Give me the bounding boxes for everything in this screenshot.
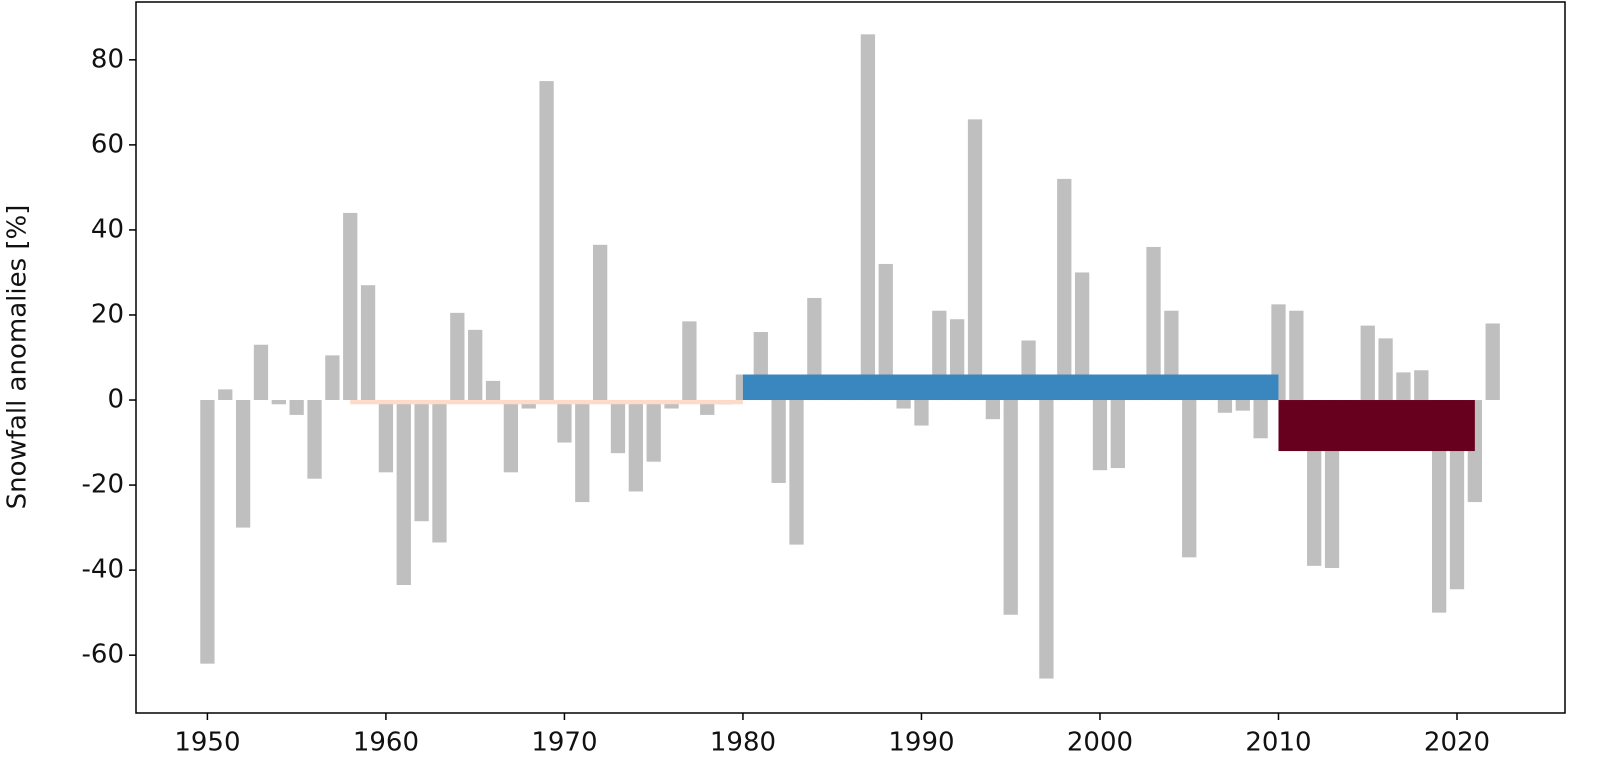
- bar: [914, 400, 929, 426]
- bar: [218, 389, 233, 401]
- x-tick-label: 2020: [1424, 728, 1490, 758]
- bar: [253, 344, 269, 401]
- x-tick-label: 1970: [531, 728, 597, 758]
- bar: [1289, 310, 1304, 401]
- y-tick-label: 40: [91, 214, 124, 244]
- x-tick-label: 1960: [353, 728, 419, 758]
- bar: [1396, 372, 1411, 401]
- bar: [967, 119, 983, 401]
- y-axis-label: Snowfall anomalies [%]: [3, 205, 33, 510]
- x-tick-label: 1990: [888, 728, 954, 758]
- bar: [1039, 400, 1054, 679]
- x-tick-label: 1980: [710, 728, 776, 758]
- y-tick-label: -40: [82, 555, 124, 585]
- bar: [468, 329, 483, 401]
- bar: [1074, 272, 1090, 401]
- bar: [860, 34, 876, 401]
- period-bar: [742, 374, 1279, 401]
- bar: [1432, 400, 1447, 613]
- bar: [485, 380, 501, 401]
- bar: [771, 400, 786, 483]
- bar: [1360, 325, 1375, 401]
- x-tick-label: 2010: [1245, 728, 1311, 758]
- bar: [1057, 178, 1072, 401]
- y-tick-label: 20: [91, 299, 124, 329]
- bar: [896, 400, 911, 409]
- bar: [1378, 338, 1393, 401]
- bar: [1182, 400, 1197, 558]
- y-tick-label: 80: [91, 44, 124, 74]
- bar: [1003, 400, 1018, 615]
- bar: [1414, 370, 1429, 401]
- bar: [307, 400, 322, 479]
- y-tick-label: -20: [82, 470, 124, 500]
- bar: [378, 400, 394, 473]
- bar: [450, 312, 465, 401]
- bar: [432, 400, 447, 543]
- bar: [557, 400, 572, 443]
- bar: [592, 244, 608, 401]
- period-bar: [350, 400, 743, 405]
- bar: [789, 400, 804, 545]
- bar: [628, 400, 643, 492]
- bar: [396, 400, 411, 586]
- bar: [235, 400, 251, 528]
- y-tick-label: -60: [82, 640, 124, 670]
- bar: [289, 400, 304, 415]
- bar: [325, 355, 340, 401]
- bar: [1485, 323, 1500, 401]
- bar: [878, 263, 893, 401]
- bar: [1092, 400, 1108, 471]
- bar: [539, 81, 554, 401]
- bar: [682, 321, 697, 401]
- y-tick-label: 0: [107, 385, 124, 415]
- bar: [1217, 400, 1233, 413]
- bar: [360, 285, 376, 401]
- y-tick-label: 60: [91, 129, 124, 159]
- bar: [610, 400, 626, 454]
- period-bar: [1278, 400, 1475, 452]
- bar: [1235, 400, 1250, 411]
- bar: [1146, 246, 1161, 401]
- bar: [271, 400, 286, 405]
- bar: [343, 212, 358, 401]
- bar: [503, 400, 519, 473]
- x-tick-label: 1950: [174, 728, 240, 758]
- bar: [1253, 400, 1268, 439]
- x-tick-label: 2000: [1067, 728, 1133, 758]
- bar: [575, 400, 590, 503]
- bar: [1110, 400, 1125, 469]
- bar: [985, 400, 1001, 420]
- plot-frame: [135, 1, 1566, 714]
- bar: [646, 400, 661, 462]
- bar: [200, 400, 215, 664]
- bar: [414, 400, 429, 522]
